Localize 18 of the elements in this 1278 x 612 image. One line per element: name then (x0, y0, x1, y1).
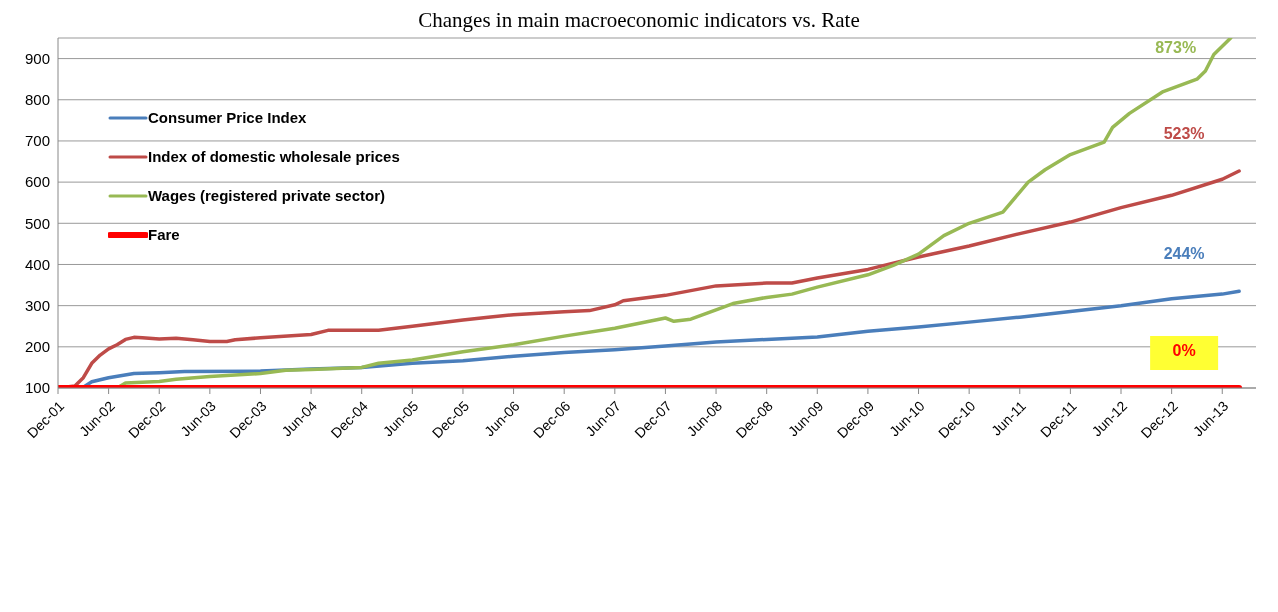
annotation: 244% (1163, 245, 1205, 263)
legend-label: Consumer Price Index (148, 109, 307, 126)
y-tick-label: 400 (24, 255, 50, 273)
legend-label: Index of domestic wholesale prices (148, 148, 400, 165)
y-tick-label: 700 (24, 132, 50, 150)
annotation: 873% (1155, 39, 1197, 56)
legend-label: Wages (registered private sector) (148, 187, 386, 204)
y-tick-label: 600 (24, 173, 50, 191)
y-tick-label: 100 (24, 379, 50, 397)
y-tick-label: 300 (24, 296, 50, 314)
y-tick-label: 500 (24, 214, 50, 232)
y-tick-label: 800 (24, 91, 50, 109)
annotation: 0% (1172, 342, 1196, 359)
y-tick-label: 200 (24, 338, 50, 356)
legend-label: Fare (148, 226, 180, 243)
annotation: 523% (1163, 125, 1205, 142)
chart-title: Changes in main macroeconomic indicators vs. Rate (417, 8, 861, 33)
y-tick-label: 900 (24, 49, 50, 67)
